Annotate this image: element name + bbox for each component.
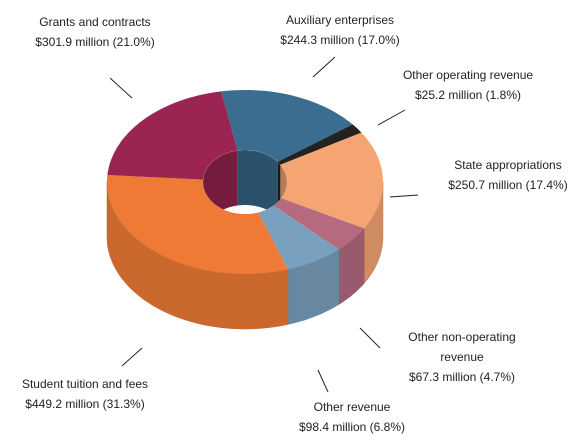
slice-label: Student tuition and fees $449.2 million (… (0, 374, 170, 414)
inner-wall (237, 150, 278, 214)
slice (258, 205, 339, 270)
value-label: $25.2 million (1.8%) (414, 88, 522, 102)
slice-label: Other non-operating revenue $67.3 million… (397, 327, 527, 387)
category-label: Student tuition and fees (21, 377, 149, 391)
value-label: $250.7 million (17.4%) (448, 178, 568, 192)
value-label: $67.3 million (4.7%) (408, 370, 516, 384)
leader-line (317, 369, 329, 393)
category-label: Auxiliary enterprises (285, 13, 395, 27)
slice-label: Auxiliary enterprises $244.3 million (17.… (255, 10, 425, 50)
category-label: Other non-operating revenue (408, 330, 516, 364)
leader-line (121, 347, 143, 367)
slice-label: Grants and contracts $301.9 million (21.0… (10, 12, 180, 52)
category-label: Other operating revenue (402, 68, 534, 82)
leader-line (359, 327, 381, 349)
leader-line (312, 56, 336, 78)
slice-wall (106, 181, 289, 330)
value-label: $98.4 million (6.8%) (298, 420, 406, 434)
slice (107, 175, 288, 274)
leader-line (389, 194, 419, 198)
value-label: $244.3 million (17.0%) (280, 33, 400, 47)
leader-line (109, 77, 133, 99)
slice-label: Other operating revenue $25.2 million (1.… (383, 65, 553, 105)
slice (221, 90, 353, 162)
category-label: Other revenue (313, 400, 391, 414)
value-label: $301.9 million (21.0%) (35, 35, 155, 49)
category-label: State appropriations (454, 158, 562, 172)
value-label: $449.2 million (31.3%) (25, 397, 145, 411)
slice (277, 124, 362, 165)
slice (107, 91, 238, 180)
slice-label: State appropriations $250.7 million (17.4… (423, 155, 576, 195)
slice-label: Other revenue $98.4 million (6.8%) (267, 397, 437, 436)
slice (280, 132, 383, 229)
category-label: Grants and contracts (39, 15, 151, 29)
slice (273, 198, 365, 250)
leader-line (377, 109, 406, 126)
